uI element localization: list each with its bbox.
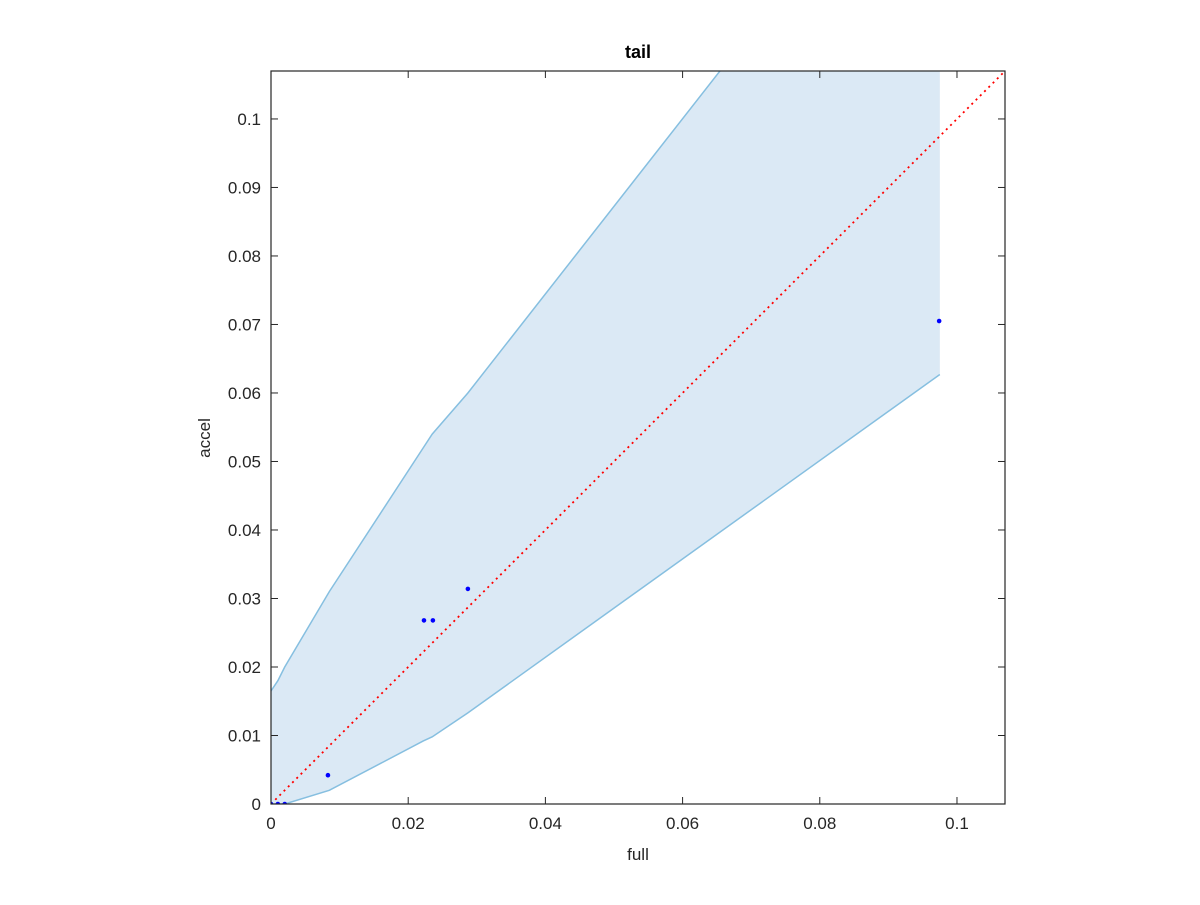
y-tick-label: 0.06 — [228, 384, 261, 403]
x-tick-label: 0.04 — [529, 814, 562, 833]
y-axis-label: accel — [195, 418, 214, 458]
y-tick-label: 0.08 — [228, 247, 261, 266]
y-tick-label: 0.05 — [228, 452, 261, 471]
y-tick-label: 0.03 — [228, 589, 261, 608]
scatter-point — [421, 618, 427, 623]
x-axis-label: full — [627, 845, 649, 864]
y-tick-label: 0.07 — [228, 315, 261, 334]
scatter-point — [465, 586, 471, 592]
y-tick-label: 0.09 — [228, 178, 261, 197]
axes-box — [270, 70, 1006, 805]
x-tick-label: 0.08 — [803, 814, 836, 833]
plot-area — [271, 71, 1005, 804]
y-tick-label: 0 — [252, 795, 261, 814]
identity-line — [271, 71, 1005, 804]
y-tick-label: 0.04 — [228, 521, 261, 540]
x-tick-label: 0.1 — [945, 814, 969, 833]
y-tick-label: 0.1 — [237, 110, 261, 129]
scatter-point — [325, 772, 331, 778]
band-upper-edge — [271, 71, 721, 692]
band-lower-edge — [271, 373, 941, 804]
scatter-point — [430, 618, 436, 623]
y-tick-label: 0.02 — [228, 658, 261, 677]
chart-title: tail — [625, 42, 651, 62]
band-fill — [271, 71, 940, 804]
axes: 0 0.02 0.04 0.06 0.08 0.1 0 0.01 0.02 0.03 0.04 0.0… — [228, 70, 1006, 833]
x-tick-label: 0 — [266, 814, 275, 833]
y-tick-label: 0.01 — [228, 726, 261, 745]
x-tick-label: 0.06 — [666, 814, 699, 833]
x-tick-label: 0.02 — [392, 814, 425, 833]
scatter-point — [936, 318, 942, 324]
